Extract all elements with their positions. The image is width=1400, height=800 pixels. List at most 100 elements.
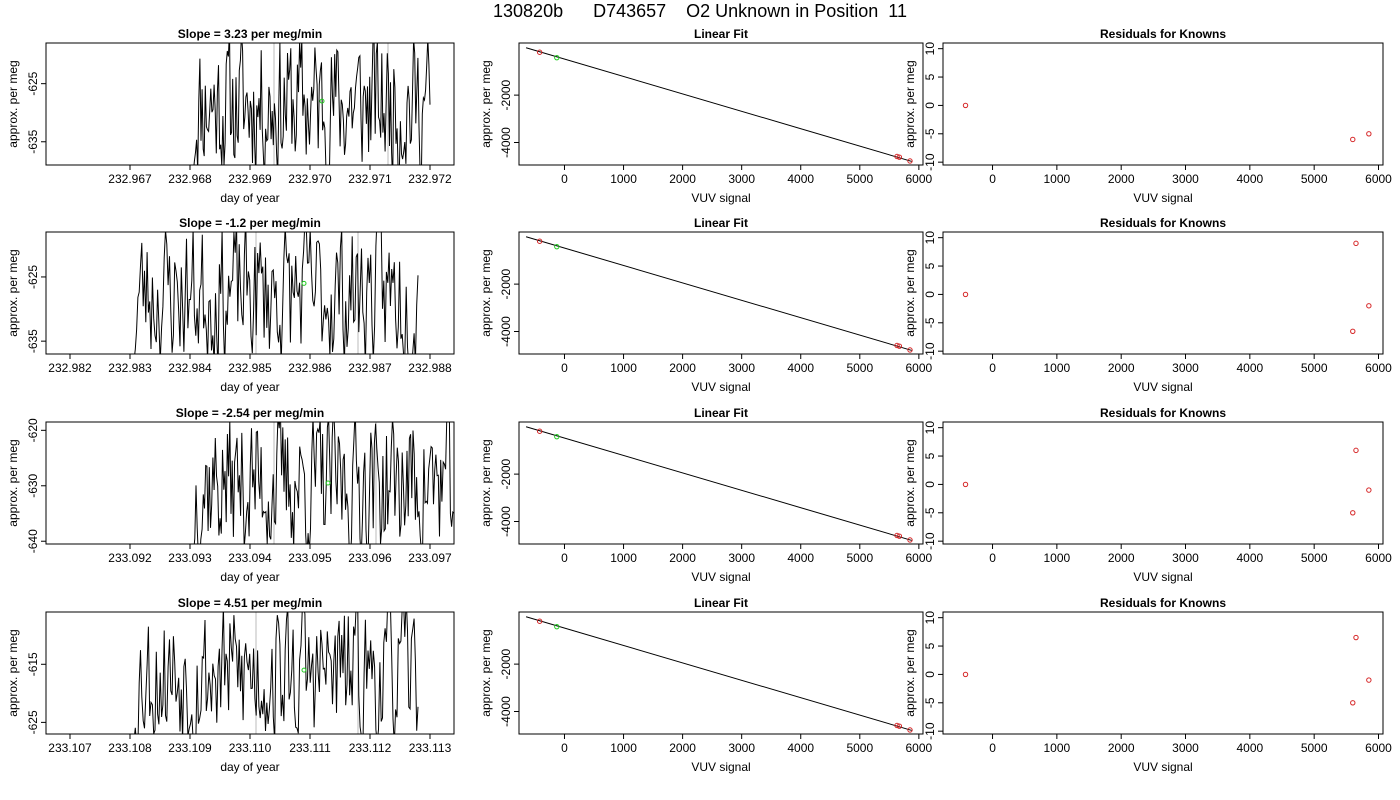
y-tick-label: -2000 [499, 458, 513, 489]
x-axis-label: VUV signal [1133, 760, 1192, 774]
x-tick-label: 5000 [846, 741, 873, 755]
y-tick-label: -4000 [499, 127, 513, 158]
known-point [894, 153, 900, 160]
residual-point [1353, 634, 1359, 641]
x-tick-label: 5000 [1301, 361, 1328, 375]
x-tick-label: 3000 [1172, 741, 1199, 755]
x-tick-label: 1000 [610, 551, 637, 565]
y-axis-label: approx. per meg [6, 439, 20, 526]
x-tick-label: 2000 [669, 172, 696, 186]
x-tick-label: 0 [561, 551, 568, 565]
y-tick-label: -2000 [499, 268, 513, 299]
panel-data [962, 447, 1372, 516]
unknown-point [554, 243, 560, 250]
residual-point [1350, 136, 1356, 143]
y-tick-label: 10 [923, 611, 937, 625]
x-tick-label: 1000 [610, 172, 637, 186]
known-point [896, 154, 903, 160]
x-tick-label: 232.985 [228, 361, 272, 375]
y-axis-label: approx. per meg [6, 249, 20, 336]
panel-data [962, 240, 1372, 335]
x-tick-label: 232.983 [108, 361, 152, 375]
panel-title: Slope = 3.23 per meg/min [178, 27, 322, 41]
y-tick-label: 5 [923, 642, 937, 649]
x-tick-label: 1000 [1044, 551, 1071, 565]
x-tick-label: 4000 [787, 172, 814, 186]
known-point [907, 537, 913, 543]
known-point [896, 723, 903, 729]
x-tick-label: 4000 [1236, 172, 1263, 186]
residual-point [1350, 700, 1356, 706]
plot-frame [942, 231, 1384, 355]
y-tick-label: -10 [923, 722, 937, 740]
panel-title: Slope = -1.2 per meg/min [179, 216, 321, 230]
x-tick-label: 3000 [1172, 172, 1199, 186]
x-tick-label: 233.109 [168, 741, 212, 755]
y-tick-label: -625 [26, 710, 40, 734]
y-axis-label: approx. per meg [479, 249, 493, 336]
known-point [907, 158, 913, 164]
residual-point [962, 102, 969, 109]
x-tick-label: 6000 [906, 172, 933, 186]
panel-data [134, 612, 419, 734]
series-line [193, 422, 454, 544]
x-tick-label: 0 [561, 361, 568, 375]
plot-frame [518, 421, 924, 545]
residual-point [1353, 240, 1359, 247]
x-tick-label: 233.095 [288, 551, 332, 565]
x-tick-label: 5000 [846, 172, 873, 186]
x-axis-label: VUV signal [691, 570, 750, 584]
x-tick-label: 0 [989, 741, 996, 755]
x-tick-label: 233.092 [108, 551, 152, 565]
y-tick-label: -4000 [499, 506, 513, 537]
unknown-marker [319, 98, 325, 104]
panel-data [525, 236, 913, 353]
x-axis-label: day of year [220, 760, 279, 774]
x-tick-label: 233.094 [228, 551, 272, 565]
fit-line [525, 426, 912, 541]
y-axis-label: approx. per meg [479, 60, 493, 147]
x-tick-label: 233.096 [348, 551, 392, 565]
y-tick-label: -4000 [499, 316, 513, 347]
x-tick-label: 232.971 [348, 172, 392, 186]
known-point [536, 428, 543, 434]
x-tick-label: 5000 [1301, 741, 1328, 755]
x-tick-label: 6000 [1365, 361, 1392, 375]
x-tick-label: 2000 [1108, 551, 1135, 565]
x-tick-label: 3000 [1172, 361, 1199, 375]
panel-data [962, 634, 1372, 706]
y-tick-label: -10 [923, 153, 937, 171]
residual-point [962, 671, 969, 678]
figure-title: 130820b D743657 O2 Unknown in Position 1… [493, 1, 907, 21]
y-tick-label: -640 [26, 529, 40, 553]
known-point [536, 618, 543, 624]
residual-point [1366, 303, 1372, 309]
x-tick-label: 3000 [728, 172, 755, 186]
x-tick-label: 232.969 [228, 172, 272, 186]
known-point [896, 343, 903, 349]
y-tick-label: -10 [923, 342, 937, 360]
y-axis-label: approx. per meg [903, 60, 917, 147]
y-tick-label: -5 [923, 507, 937, 518]
x-axis-label: VUV signal [1133, 191, 1192, 205]
panel-title: Linear Fit [694, 27, 748, 41]
plot-frame [518, 231, 924, 355]
x-tick-label: 1000 [1044, 172, 1071, 186]
x-tick-label: 232.986 [288, 361, 332, 375]
y-axis-label: approx. per meg [6, 60, 20, 147]
panel-1-fit: Linear Fit 0 1000 2000 3000 4000 5000 6000 -2000… [479, 27, 933, 205]
unknown-marker [301, 280, 307, 286]
y-tick-label: 10 [923, 231, 937, 245]
panel-title: Residuals for Knowns [1100, 216, 1226, 230]
x-tick-label: 0 [989, 172, 996, 186]
x-tick-label: 2000 [669, 551, 696, 565]
x-tick-label: 0 [561, 741, 568, 755]
known-point [896, 533, 903, 539]
y-tick-label: 5 [923, 73, 937, 80]
panel-2-residuals: Residuals for Knowns 0 1000 2000 3000 4000 500… [903, 216, 1392, 394]
x-tick-label: 2000 [1108, 741, 1135, 755]
panel-title: Slope = 4.51 per meg/min [178, 596, 322, 610]
x-tick-label: 2000 [1108, 361, 1135, 375]
x-tick-label: 232.988 [408, 361, 452, 375]
